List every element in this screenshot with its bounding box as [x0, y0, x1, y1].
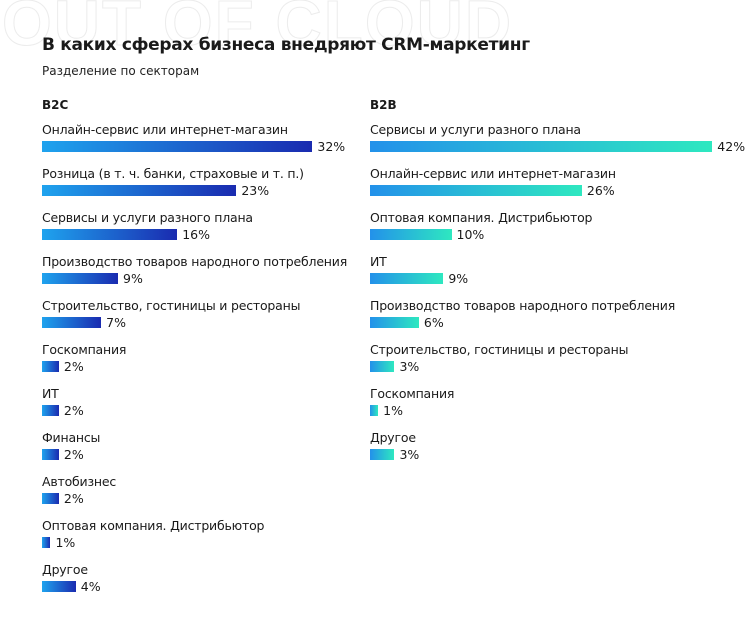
category-label: ИТ	[370, 254, 387, 269]
b2b-heading: B2B	[370, 98, 397, 112]
b2b-panel: B2B Сервисы и услуги разного плана 42% Онл…	[370, 98, 745, 474]
category-label: ИТ	[42, 386, 59, 401]
category-label: Автобизнес	[42, 474, 117, 489]
chart-title: В каких сферах бизнеса внедряют CRM-марк…	[42, 35, 530, 55]
value-label: 9%	[448, 271, 469, 286]
category-label: Строительство, гостиницы и рестораны	[370, 342, 629, 357]
category-label: Онлайн-сервис или интернет-магазин	[370, 166, 616, 181]
bar	[42, 405, 59, 416]
bar-row: Розница (в т. ч. банки, страховые и т. п…	[42, 166, 347, 210]
bar	[42, 185, 237, 196]
value-label: 6%	[423, 315, 444, 330]
value-label: 16%	[182, 227, 210, 242]
bar	[42, 537, 51, 548]
bar	[42, 581, 76, 592]
bar	[370, 361, 395, 372]
bar	[370, 273, 444, 284]
value-label: 9%	[123, 271, 143, 286]
bar-row: Финансы 2%	[42, 430, 347, 474]
bar-row: Производство товаров народного потреблен…	[42, 254, 347, 298]
value-label: 3%	[399, 359, 420, 374]
value-label: 2%	[63, 447, 84, 462]
bar	[42, 361, 59, 372]
bar-row: ИТ 9%	[370, 254, 745, 298]
value-label: 2%	[63, 491, 84, 506]
category-label: Сервисы и услуги разного плана	[370, 122, 581, 137]
bar-row: Другое 4%	[42, 562, 347, 606]
category-label: Производство товаров народного потреблен…	[370, 298, 676, 313]
bar	[370, 317, 419, 328]
category-label: Сервисы и услуги разного плана	[42, 210, 253, 225]
bar	[42, 273, 119, 284]
chart-subtitle: Разделение по секторам	[42, 64, 200, 78]
category-label: Онлайн-сервис или интернет-магазин	[42, 122, 288, 137]
category-label: Оптовая компания. Дистрибьютор	[370, 210, 593, 225]
category-label: Строительство, гостиницы и рестораны	[42, 298, 301, 313]
bar	[370, 229, 452, 240]
category-label: Госкомпания	[370, 386, 455, 401]
value-label: 42%	[717, 139, 746, 154]
bar-row: Оптовая компания. Дистрибьютор 1%	[42, 518, 347, 562]
bar	[42, 449, 59, 460]
bar	[42, 229, 178, 240]
b2c-panel: B2C Онлайн-сервис или интернет-магазин 32…	[42, 98, 347, 606]
category-label: Другое	[370, 430, 416, 445]
value-label: 32%	[317, 139, 346, 154]
bar-row: Онлайн-сервис или интернет-магазин 26%	[370, 166, 745, 210]
value-label: 1%	[383, 403, 403, 418]
value-label: 2%	[63, 403, 84, 418]
bar-row: Сервисы и услуги разного плана 16%	[42, 210, 347, 254]
category-label: Другое	[42, 562, 88, 577]
value-label: 26%	[586, 183, 615, 198]
value-label: 1%	[55, 535, 76, 550]
value-label: 4%	[80, 579, 101, 594]
category-label: Оптовая компания. Дистрибьютор	[42, 518, 265, 533]
watermark: OUT OF CLOUD	[1, 0, 514, 60]
bar-row: Онлайн-сервис или интернет-магазин 32%	[42, 122, 347, 166]
bar-row: Сервисы и услуги разного плана 42%	[370, 122, 745, 166]
bar	[42, 493, 59, 504]
value-label: 7%	[106, 315, 126, 330]
bar	[370, 405, 379, 416]
value-label: 3%	[399, 447, 420, 462]
value-label: 2%	[63, 359, 84, 374]
category-label: Розница (в т. ч. банки, страховые и т. п…	[42, 166, 304, 181]
bar-row: Госкомпания 1%	[370, 386, 745, 430]
bar	[42, 317, 102, 328]
b2c-heading: B2C	[42, 98, 69, 112]
bar-row: Строительство, гостиницы и рестораны 7%	[42, 298, 347, 342]
value-label: 23%	[241, 183, 270, 198]
bar-row: Автобизнес 2%	[42, 474, 347, 518]
bar-row: Производство товаров народного потреблен…	[370, 298, 745, 342]
bar-row: Строительство, гостиницы и рестораны 3%	[370, 342, 745, 386]
bar-row: Оптовая компания. Дистрибьютор 10%	[370, 210, 745, 254]
bar-row: Госкомпания 2%	[42, 342, 347, 386]
category-label: Госкомпания	[42, 342, 127, 357]
bar-row: ИТ 2%	[42, 386, 347, 430]
category-label: Производство товаров народного потреблен…	[42, 254, 348, 269]
bar	[370, 449, 395, 460]
bar	[42, 141, 313, 152]
bar-row: Другое 3%	[370, 430, 745, 474]
bar	[370, 185, 582, 196]
value-label: 10%	[456, 227, 485, 242]
category-label: Финансы	[42, 430, 101, 445]
bar	[370, 141, 713, 152]
